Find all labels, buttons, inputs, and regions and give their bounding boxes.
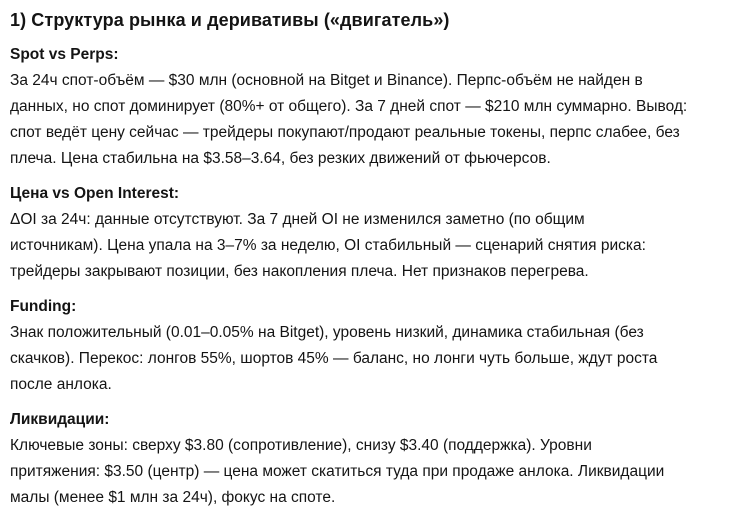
section-body-funding: Знак положительный (0.01–0.05% на Bitget…: [10, 324, 658, 393]
page-title: 1) Структура рынка и деривативы («двигат…: [10, 10, 450, 30]
section-body-spot-vs-perps: За 24ч спот-объём — $30 млн (основной на…: [10, 72, 688, 167]
section-label-price-vs-open-interest: Цена vs Open Interest:: [10, 185, 180, 202]
section-label-funding: Funding:: [10, 298, 77, 315]
section-price-vs-open-interest: Цена vs Open Interest: ΔOI за 24ч: данны…: [10, 181, 744, 285]
section-body-price-vs-open-interest: ΔOI за 24ч: данные отсутствуют. За 7 дне…: [10, 211, 646, 280]
section-label-liquidations: Ликвидации:: [10, 411, 110, 428]
section-spot-vs-perps: Spot vs Perps: За 24ч спот-объём — $30 м…: [10, 42, 744, 172]
section-body-liquidations: Ключевые зоны: сверху $3.80 (сопротивлен…: [10, 437, 665, 506]
section-label-spot-vs-perps: Spot vs Perps:: [10, 46, 119, 63]
section-liquidations: Ликвидации: Ключевые зоны: сверху $3.80 …: [10, 407, 744, 511]
section-funding: Funding: Знак положительный (0.01–0.05% …: [10, 294, 744, 398]
